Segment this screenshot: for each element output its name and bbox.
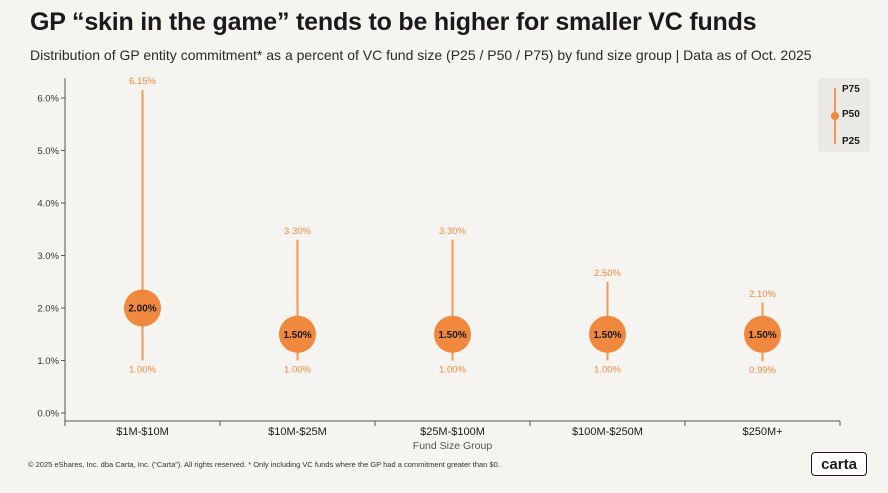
median-dot-3 — [434, 315, 471, 353]
x-tick-label: $1M-$10M — [116, 426, 169, 438]
y-tick-label: 2.0% — [37, 304, 59, 315]
median-label-4: 1.50% — [593, 330, 621, 341]
x-tick-label: $10M-$25M — [268, 426, 327, 438]
y-tick-label: 5.0% — [37, 146, 59, 157]
legend-p50: P50 — [842, 109, 860, 120]
median-label-2: 1.50% — [283, 330, 311, 341]
legend-median-dot-icon — [831, 112, 839, 120]
p75-label-2: 3.30% — [284, 226, 311, 237]
y-tick-label: 0.0% — [37, 409, 59, 420]
median-label-3: 1.50% — [438, 330, 466, 341]
chart-title: GP “skin in the game” tends to be higher… — [30, 8, 757, 36]
footnote: © 2025 eShares, Inc. dba Carta, Inc. (“C… — [28, 460, 500, 469]
x-tick-label: $25M-$100M — [420, 426, 485, 438]
median-dot-5 — [744, 315, 781, 353]
p25-label-3: 1.00% — [439, 365, 466, 376]
x-tick-label: $250M+ — [742, 426, 782, 438]
x-tick-label: $100M-$250M — [572, 426, 643, 438]
p75-label-4: 2.50% — [594, 268, 621, 279]
p25-label-4: 1.00% — [594, 365, 621, 376]
median-dot-4 — [589, 315, 626, 353]
legend-p25: P25 — [842, 136, 860, 147]
median-dot-1 — [124, 289, 161, 327]
legend-p75: P75 — [842, 84, 860, 95]
y-tick-label: 3.0% — [37, 251, 59, 262]
p75-label-5: 2.10% — [749, 289, 776, 300]
y-tick-label: 1.0% — [37, 356, 59, 367]
p75-label-1: 6.15% — [129, 76, 156, 87]
y-tick-label: 6.0% — [37, 94, 59, 105]
chart-subtitle: Distribution of GP entity commitment* as… — [30, 47, 812, 63]
x-axis-title: Fund Size Group — [413, 440, 493, 452]
y-tick-label: 4.0% — [37, 199, 59, 210]
median-dot-2 — [279, 315, 316, 353]
median-label-5: 1.50% — [748, 330, 776, 341]
p25-label-2: 1.00% — [284, 365, 311, 376]
carta-logo: carta — [811, 452, 867, 476]
median-label-1: 2.00% — [128, 304, 156, 315]
p75-label-3: 3.30% — [439, 226, 466, 237]
p25-label-5: 0.99% — [749, 365, 776, 376]
legend: P75 P50 P25 — [818, 78, 870, 152]
p25-label-1: 1.00% — [129, 365, 156, 376]
